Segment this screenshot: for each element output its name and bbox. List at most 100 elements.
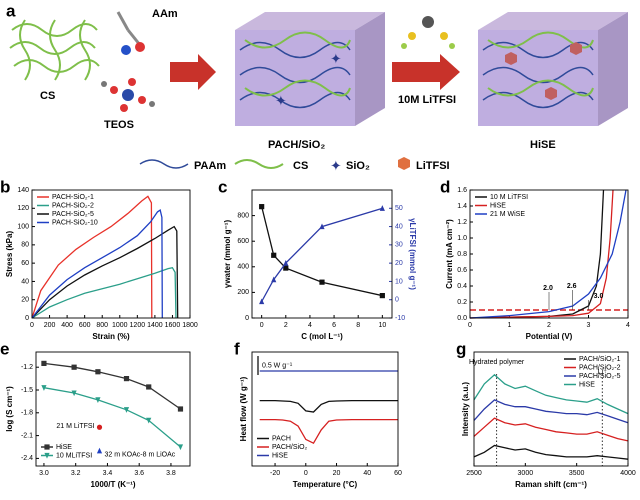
data-marker bbox=[283, 260, 289, 266]
cs-network bbox=[9, 19, 100, 81]
x-tick-label: 4 bbox=[626, 322, 630, 329]
legend-text: SiO₂ bbox=[346, 160, 370, 172]
legend-label: PACH/SiO₂-5 bbox=[579, 373, 621, 380]
y2-tick-label: 0 bbox=[395, 297, 399, 304]
data-marker bbox=[379, 293, 385, 299]
y-axis-label: Heat flow (W g⁻¹) bbox=[239, 376, 248, 441]
data-marker bbox=[71, 364, 77, 370]
y-tick-label: 0.8 bbox=[457, 251, 467, 258]
data-marker bbox=[44, 444, 50, 450]
legend-icon bbox=[139, 159, 189, 169]
x-axis-label: Potential (V) bbox=[526, 332, 573, 341]
y-tick-label: 0.6 bbox=[457, 267, 467, 274]
legend-label: PACH/SiO₂-1 bbox=[579, 356, 621, 363]
data-marker bbox=[177, 406, 184, 412]
atom bbox=[449, 43, 455, 49]
data-marker bbox=[96, 447, 103, 454]
atom bbox=[128, 78, 136, 86]
y-tick-label: -1.8 bbox=[21, 410, 33, 417]
hise-cube bbox=[478, 12, 628, 126]
series-line bbox=[473, 399, 629, 424]
aam-molecule bbox=[116, 11, 145, 55]
y-tick-label: 400 bbox=[237, 264, 249, 271]
atom bbox=[440, 32, 448, 40]
series-line bbox=[31, 225, 179, 319]
x-tick-label: 3.4 bbox=[103, 470, 113, 477]
y-tick-label: 600 bbox=[237, 238, 249, 245]
legend-text: LiTFSI bbox=[416, 160, 450, 172]
series-line bbox=[43, 362, 181, 410]
data-marker bbox=[123, 376, 130, 382]
legend-label: PACH-SiO₂-1 bbox=[52, 194, 94, 201]
y-tick-label: 1.2 bbox=[457, 219, 467, 226]
data-marker bbox=[271, 252, 277, 258]
legend-icon bbox=[398, 157, 410, 170]
x-tick-label: 20 bbox=[333, 470, 341, 477]
x-tick-label: 800 bbox=[96, 322, 108, 329]
y-tick-label: 1.6 bbox=[457, 187, 467, 194]
paam-chains bbox=[239, 41, 351, 109]
y-tick-label: 200 bbox=[237, 289, 249, 296]
y2-tick-label: 20 bbox=[395, 260, 403, 267]
data-marker bbox=[71, 390, 77, 397]
cs-chains bbox=[244, 31, 351, 97]
cube-top bbox=[235, 12, 385, 30]
x-tick-label: 0 bbox=[468, 322, 472, 329]
x-tick-label: 600 bbox=[79, 322, 91, 329]
y2-tick-label: 40 bbox=[395, 223, 403, 230]
x-axis-label: Strain (%) bbox=[92, 332, 130, 341]
teos-label: TEOS bbox=[104, 119, 134, 131]
series-line bbox=[469, 189, 614, 319]
x-tick-label: 4 bbox=[308, 322, 312, 329]
cs-label: CS bbox=[40, 90, 55, 102]
plot-frame bbox=[473, 351, 629, 467]
y2-tick-label: 30 bbox=[395, 242, 403, 249]
panel-label: g bbox=[456, 339, 466, 358]
legend-label: HiSE bbox=[272, 452, 288, 459]
data-marker bbox=[319, 279, 325, 285]
atom bbox=[110, 86, 118, 94]
panel-label: e bbox=[0, 339, 9, 358]
y-axis-label: log (S cm⁻¹) bbox=[5, 386, 14, 432]
panel-label: b bbox=[0, 177, 10, 196]
atom bbox=[138, 96, 146, 104]
y-tick-label: 0 bbox=[25, 315, 29, 322]
y-tick-label: 40 bbox=[21, 278, 29, 285]
data-marker bbox=[319, 223, 325, 230]
intermediate-label: PACH/SiO₂ bbox=[268, 139, 325, 151]
series-line bbox=[259, 399, 398, 413]
legend-icon: ✦ bbox=[330, 158, 342, 174]
atom bbox=[120, 104, 128, 112]
series-line bbox=[31, 266, 177, 319]
x-tick-label: 8 bbox=[356, 322, 360, 329]
legend-icon bbox=[234, 159, 284, 169]
data-marker bbox=[259, 298, 265, 305]
y-tick-label: 0 bbox=[245, 315, 249, 322]
y-tick-label: -1.2 bbox=[21, 364, 33, 371]
y-tick-label: 140 bbox=[17, 187, 29, 194]
series-line bbox=[43, 387, 181, 448]
plot-frame bbox=[35, 351, 191, 467]
x-tick-label: 1 bbox=[508, 322, 512, 329]
salt-label: 10M LiTFSI bbox=[398, 94, 456, 106]
x-tick-label: 1200 bbox=[130, 322, 146, 329]
x-tick-label: 1400 bbox=[147, 322, 163, 329]
atom bbox=[122, 89, 134, 101]
product-label: HiSE bbox=[530, 139, 556, 151]
x-tick-label: -20 bbox=[270, 470, 280, 477]
legend-label: PACH-SiO₂-10 bbox=[52, 219, 98, 226]
annotation-label: 3.0 bbox=[594, 293, 604, 300]
legend-label: PACH-SiO₂-5 bbox=[52, 211, 94, 218]
atom bbox=[422, 16, 434, 28]
data-marker bbox=[379, 205, 385, 211]
cs-fiber bbox=[49, 19, 61, 81]
cs-fiber bbox=[13, 59, 100, 73]
annotation-label: 2.0 bbox=[543, 285, 553, 292]
legend-label: PACH/SiO₂ bbox=[272, 444, 308, 451]
x-tick-label: 3.2 bbox=[71, 470, 81, 477]
chart-panel: c 0 2 4 6 8 10 0 200 400 600 800 -10 0 10 20 30 40 50 C (mo… bbox=[218, 177, 417, 341]
x-tick-label: 3.8 bbox=[166, 470, 176, 477]
chart-panel: d 0 1 2 3 4 0.0 0.2 0.4 0.6 0.8 1.0 1.2 1.4 1.6 Potenti… bbox=[440, 177, 630, 341]
x-axis-label: Temperature (°C) bbox=[293, 480, 358, 489]
